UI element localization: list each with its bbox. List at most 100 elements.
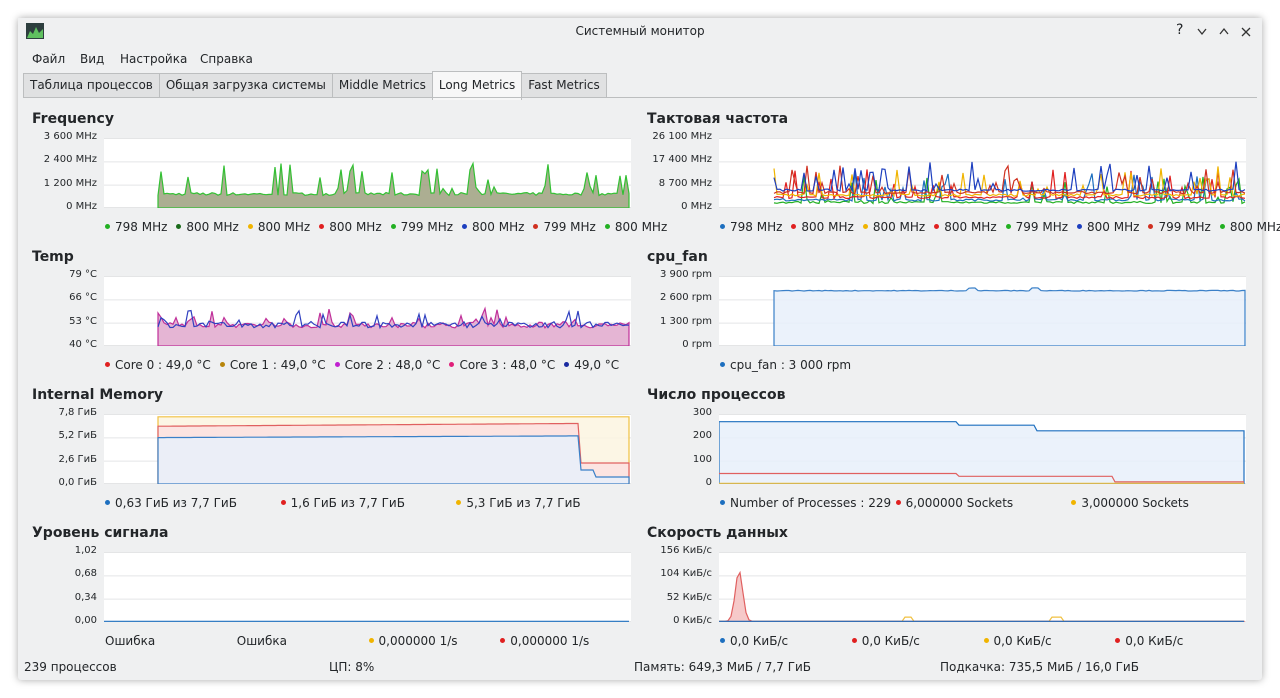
legend-dot: [934, 224, 940, 229]
plot-series: [719, 421, 1245, 484]
legend-dot: [720, 224, 725, 229]
menu-item[interactable]: Файл: [32, 52, 66, 66]
legend-dot: [720, 638, 725, 643]
status-text: 239 процессов: [24, 660, 117, 674]
legend-label: 799 MHz: [1015, 220, 1069, 234]
legend-dot: [720, 362, 725, 367]
menu-item[interactable]: Настройка: [120, 52, 188, 66]
legend: 798 MHz 800 MHz 800 MHz 800 MHz 799 MHz 800 M…: [105, 220, 667, 234]
y-tick-label: 2 400 MHz: [43, 154, 97, 166]
legend-item: 800 MHz: [1219, 220, 1280, 234]
legend-label: 800 MHz: [801, 220, 854, 234]
window-title: Системный монитор: [575, 24, 705, 38]
legend-label: 800 MHz: [257, 220, 311, 234]
legend-label: 800 MHz: [872, 220, 926, 234]
y-tick-label: 200: [692, 430, 712, 442]
tab[interactable]: Fast Metrics: [521, 73, 607, 98]
legend-label: 800 MHz: [472, 220, 525, 234]
legend-item: 800 MHz: [934, 220, 997, 234]
legend-label: Core 0 : 49,0 °C: [115, 358, 211, 372]
y-tick-label: 0 MHz: [681, 201, 712, 212]
legend-label: 800 MHz: [1087, 220, 1140, 234]
y-tick-label: 0 MHz: [66, 201, 97, 212]
tab-bar: Таблица процессов Общая загрузка системы M…: [23, 71, 607, 100]
legend-item: Number of Processes : 229: [720, 496, 896, 510]
menu-item[interactable]: Вид: [80, 52, 105, 66]
tab[interactable]: Middle Metrics: [331, 73, 433, 98]
panel-title: cpu_fan: [647, 249, 708, 265]
legend-dot: [247, 224, 253, 229]
legend-dot: [851, 638, 857, 643]
legend-item: 0,0 КиБ/с: [1115, 634, 1247, 648]
legend-item: 799 MHz: [1148, 220, 1211, 234]
legend-item: 800 MHz: [319, 220, 382, 234]
y-tick-label: 0,0 ГиБ: [58, 477, 97, 488]
legend-label: 0,63 ГиБ из 7,7 ГиБ: [115, 496, 237, 510]
legend-dot: [219, 362, 225, 367]
plot-series: [773, 164, 1246, 195]
legend-label: 798 MHz: [115, 220, 168, 234]
help-button[interactable]: ?: [1176, 22, 1184, 38]
tab[interactable]: Long Metrics: [431, 71, 523, 100]
legend-item: cpu_fan : 3 000 rpm: [720, 358, 851, 372]
plot: [719, 276, 1246, 346]
legend-label: 0,000000 1/s: [378, 634, 458, 648]
window-buttons[interactable]: [1196, 26, 1256, 38]
y-tick-label: 1,02: [74, 545, 97, 556]
tab[interactable]: Таблица процессов: [23, 73, 160, 98]
legend-label: 800 MHz: [186, 220, 239, 234]
legend-item: 49,0 °C: [564, 358, 619, 372]
plot: [104, 414, 631, 484]
legend-dot: [1071, 500, 1077, 505]
plot-series: [773, 161, 1246, 193]
panel-title: Тактовая частота: [647, 111, 789, 127]
panel-title: Internal Memory: [32, 387, 164, 403]
legend-item: 5,3 ГиБ из 7,7 ГиБ: [456, 496, 632, 510]
legend-dot: [280, 500, 286, 505]
legend-item: Core 0 : 49,0 °C: [105, 358, 211, 372]
plot-series: [157, 309, 630, 330]
legend-dot: [791, 224, 797, 229]
y-tick-label: 8 700 MHz: [658, 177, 712, 189]
legend-dot: [604, 224, 610, 229]
legend-item: Core 2 : 48,0 °C: [334, 358, 440, 372]
y-tick-label: 300: [692, 407, 712, 418]
legend-dot: [449, 362, 455, 367]
y-tick-label: 26 100 MHz: [652, 131, 712, 142]
legend-dot: [456, 500, 462, 505]
plot-series: [719, 570, 1245, 622]
y-tick-label: 0 КиБ/с: [673, 615, 712, 626]
legend-item: 800 MHz: [604, 220, 667, 234]
y-tick-label: 104 КиБ/с: [660, 568, 712, 580]
plot-series: [773, 166, 1246, 198]
y-tick-label: 66 °C: [69, 292, 97, 304]
legend-dot: [105, 500, 110, 505]
y-tick-label: 0,34: [74, 591, 97, 603]
status-text: Подкачка: 735,5 МиБ / 16,0 ГиБ: [940, 660, 1139, 674]
legend-dot: [334, 362, 340, 367]
menu-item[interactable]: Справка: [200, 52, 253, 66]
y-tick-label: 7,8 ГиБ: [58, 407, 97, 418]
legend-label: Core 1 : 49,0 °C: [229, 358, 326, 372]
window: Системный монитор ? Файл Вид Настройка Спра…: [18, 18, 1280, 680]
legend-dot: [1148, 224, 1154, 229]
y-tick-label: 1 200 MHz: [43, 177, 97, 189]
legend-item: 798 MHz: [105, 220, 167, 234]
legend-item: 798 MHz: [720, 220, 782, 234]
legend-label: 800 MHz: [329, 220, 382, 234]
y-tick-label: 100: [692, 453, 712, 465]
legend-dot: [105, 224, 110, 229]
plot-series: [773, 172, 1246, 203]
panel-title: Число процессов: [647, 387, 786, 403]
plot: [104, 138, 631, 208]
legend-label: 0,000000 1/s: [510, 634, 590, 648]
y-tick-label: 40 °C: [69, 339, 97, 350]
legend-item: 0,63 ГиБ из 7,7 ГиБ: [105, 496, 281, 510]
legend-label: 0,0 КиБ/с: [861, 634, 920, 648]
status-text: ЦП: 8%: [329, 660, 375, 674]
legend-dot: [1219, 224, 1225, 229]
legend-label: 0,0 КиБ/с: [730, 634, 789, 648]
plot-series: [773, 287, 1246, 346]
tab[interactable]: Общая загрузка системы: [158, 73, 333, 98]
panel-title: Temp: [32, 249, 74, 265]
